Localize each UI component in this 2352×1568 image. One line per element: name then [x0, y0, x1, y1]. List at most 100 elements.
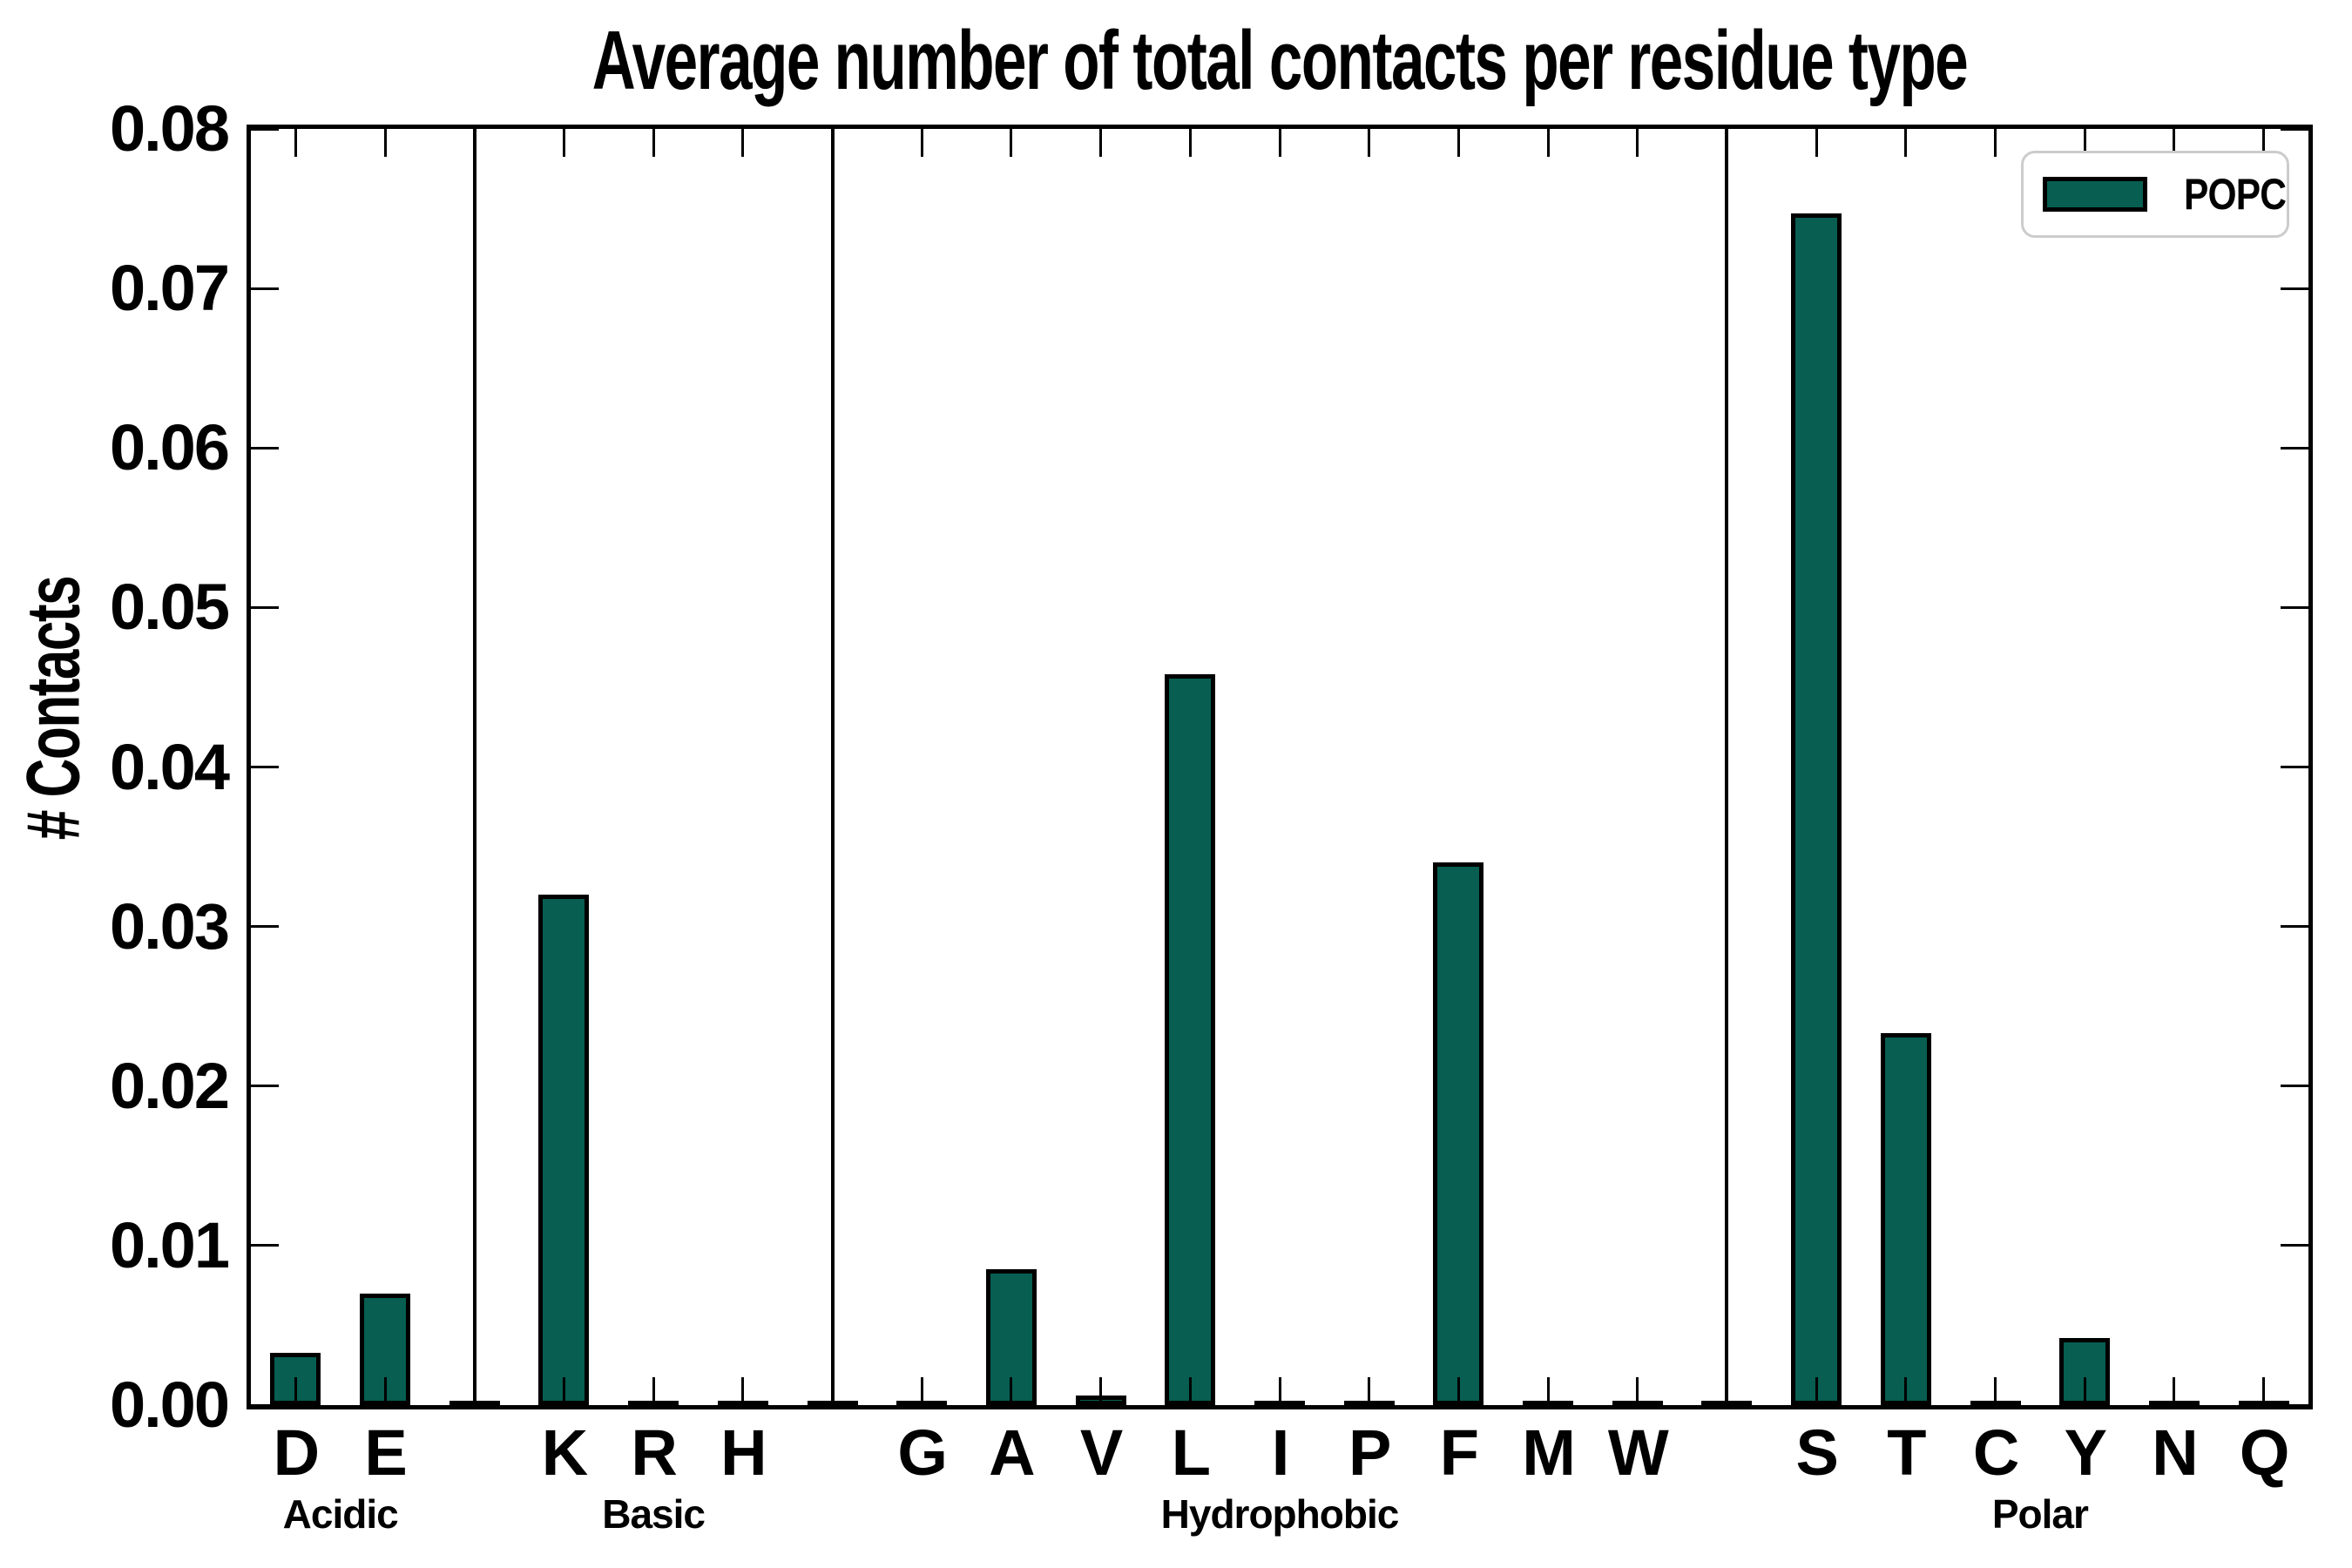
- x-tick: [1368, 129, 1371, 157]
- y-tick-label: 0.02: [109, 1049, 230, 1122]
- x-tick: [1636, 129, 1639, 157]
- x-tick: [1368, 1377, 1371, 1405]
- legend: POPC: [2021, 151, 2289, 238]
- x-tick: [652, 129, 655, 157]
- bar-K: [538, 895, 590, 1405]
- x-tick: [1456, 129, 1460, 157]
- chart-title: Average number of total contacts per res…: [591, 14, 1969, 107]
- y-tick: [251, 605, 279, 609]
- x-tick: [1010, 129, 1013, 157]
- x-tick: [1546, 1377, 1550, 1405]
- x-tick: [1904, 1377, 1908, 1405]
- x-tick: [2262, 129, 2266, 157]
- x-tick-label-K: K: [541, 1416, 588, 1489]
- y-tick-label: 0.07: [109, 252, 230, 325]
- x-tick: [1725, 129, 1728, 157]
- y-tick: [2281, 605, 2308, 609]
- group-label-polar: Polar: [1991, 1491, 2089, 1537]
- x-tick: [1278, 129, 1281, 157]
- x-tick: [473, 1377, 476, 1405]
- x-tick-label-R: R: [631, 1416, 677, 1489]
- x-tick: [562, 1377, 565, 1405]
- x-tick-label-D: D: [273, 1416, 320, 1489]
- y-tick-label: 0.01: [109, 1208, 230, 1281]
- x-tick-label-A: A: [989, 1416, 1035, 1489]
- y-tick-label: 0.08: [109, 92, 230, 165]
- y-tick-label: 0.05: [109, 571, 230, 644]
- x-tick: [1815, 1377, 1818, 1405]
- x-tick: [2262, 1377, 2266, 1405]
- y-tick: [2281, 1403, 2308, 1407]
- x-tick: [741, 129, 745, 157]
- x-tick: [1010, 1377, 1013, 1405]
- x-tick: [562, 129, 565, 157]
- x-tick: [1546, 129, 1550, 157]
- y-tick: [251, 925, 279, 929]
- x-tick: [2173, 129, 2176, 157]
- plot-area: [247, 125, 2313, 1409]
- bar-S: [1791, 213, 1842, 1405]
- x-tick: [920, 129, 923, 157]
- y-tick-label: 0.04: [109, 730, 230, 803]
- x-tick: [1456, 1377, 1460, 1405]
- x-tick: [2083, 1377, 2086, 1405]
- x-tick-label-Y: Y: [2064, 1416, 2107, 1489]
- y-tick: [2281, 925, 2308, 929]
- y-tick: [2281, 287, 2308, 290]
- x-tick: [1636, 1377, 1639, 1405]
- y-tick: [251, 766, 279, 768]
- y-tick-label: 0.00: [109, 1369, 230, 1441]
- group-label-hydrophobic: Hydrophobic: [1160, 1491, 1400, 1537]
- x-tick: [473, 129, 476, 157]
- x-tick: [2173, 1377, 2176, 1405]
- y-tick: [2281, 446, 2308, 449]
- x-tick: [741, 1377, 745, 1405]
- y-tick: [251, 446, 279, 449]
- y-tick: [2281, 1085, 2308, 1088]
- group-divider-line: [830, 129, 835, 1405]
- y-tick: [251, 287, 279, 290]
- y-tick: [251, 1085, 279, 1088]
- y-tick: [251, 1244, 279, 1247]
- x-tick-label-M: M: [1522, 1416, 1576, 1489]
- x-tick: [652, 1377, 655, 1405]
- x-tick: [1188, 1377, 1192, 1405]
- x-tick: [2083, 129, 2086, 157]
- y-tick: [2281, 1244, 2308, 1247]
- x-tick-label-V: V: [1079, 1416, 1123, 1489]
- legend-swatch-popc: [2043, 177, 2147, 212]
- group-divider-line: [472, 129, 476, 1405]
- x-tick-label-T: T: [1887, 1416, 1926, 1489]
- x-tick: [383, 129, 387, 157]
- y-tick: [251, 127, 279, 131]
- x-tick-label-E: E: [364, 1416, 407, 1489]
- x-tick-label-W: W: [1607, 1416, 1669, 1489]
- x-tick-label-H: H: [720, 1416, 767, 1489]
- x-tick: [1099, 129, 1103, 157]
- group-label-basic: Basic: [602, 1491, 706, 1537]
- x-tick-label-C: C: [1972, 1416, 2019, 1489]
- x-tick: [1278, 1377, 1281, 1405]
- x-tick-label-N: N: [2152, 1416, 2198, 1489]
- x-tick: [294, 1377, 297, 1405]
- x-tick: [1815, 129, 1818, 157]
- y-tick: [2281, 127, 2308, 131]
- x-tick: [1904, 129, 1908, 157]
- y-tick: [251, 1403, 279, 1407]
- group-label-acidic: Acidic: [282, 1491, 399, 1537]
- bar-T: [1880, 1033, 1931, 1405]
- x-tick-label-I: I: [1271, 1416, 1290, 1489]
- x-tick-label-P: P: [1348, 1416, 1391, 1489]
- x-tick: [1188, 129, 1192, 157]
- x-tick: [1099, 1377, 1103, 1405]
- y-tick: [2281, 766, 2308, 768]
- x-tick-label-Q: Q: [2239, 1416, 2290, 1489]
- x-tick: [383, 1377, 387, 1405]
- y-tick-label: 0.03: [109, 889, 230, 963]
- y-tick-label: 0.06: [109, 411, 230, 484]
- x-tick: [920, 1377, 923, 1405]
- bar-L: [1165, 674, 1216, 1405]
- x-tick: [1994, 1377, 1997, 1405]
- x-tick-label-L: L: [1171, 1416, 1211, 1489]
